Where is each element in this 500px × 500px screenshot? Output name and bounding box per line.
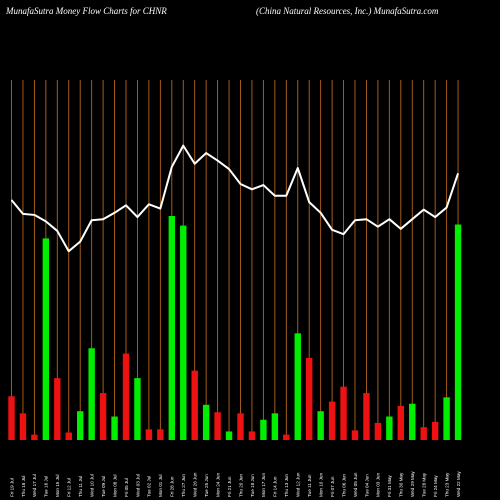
x-tick-label: Thu 13 Jun xyxy=(284,474,289,497)
money-flow-bar xyxy=(340,386,347,440)
price-line-group xyxy=(10,144,459,253)
x-tick-label: Fri 21 Jun xyxy=(227,476,232,497)
chart-subtitle: (China Natural Resources, Inc.) MunafaSu… xyxy=(256,6,439,16)
x-tick-label: Mon 08 Jul xyxy=(112,475,117,497)
x-tick-label: Mon 10 Jun xyxy=(318,473,323,497)
x-tick-label: Wed 29 May xyxy=(410,471,415,497)
money-flow-bar xyxy=(77,411,84,440)
x-tick-label: Fri 12 Jul xyxy=(67,478,72,497)
x-tick-label: Thu 30 May xyxy=(399,472,404,497)
x-tick-label: Tue 16 Jul xyxy=(44,476,49,497)
money-flow-bar xyxy=(225,431,233,440)
money-flow-bar xyxy=(191,370,198,440)
money-flow-bar xyxy=(31,434,38,440)
x-tick-label: Fri 14 Jun xyxy=(273,476,278,497)
money-flow-bar xyxy=(260,419,267,440)
money-flow-bar xyxy=(454,224,462,440)
money-flow-bar xyxy=(409,403,416,440)
money-flow-bar xyxy=(168,216,175,440)
money-flow-bar xyxy=(328,401,336,440)
money-flow-bar xyxy=(54,378,61,440)
x-tick-label: Thu 27 Jun xyxy=(181,474,186,497)
x-tick-label: Thu 20 Jun xyxy=(238,474,243,497)
chart-title: MunafaSutra Money Flow Charts for CHNR xyxy=(6,6,167,16)
money-flow-bar xyxy=(88,348,95,440)
money-flow-bars xyxy=(8,216,462,440)
price-line xyxy=(10,144,459,253)
x-tick-label: Wed 26 Jun xyxy=(193,472,198,497)
x-tick-label: Wed 12 Jun xyxy=(296,472,301,497)
money-flow-bar xyxy=(294,333,301,440)
money-flow-bar xyxy=(420,427,427,440)
money-flow-bar xyxy=(202,404,210,440)
money-flow-bar xyxy=(386,416,393,440)
x-tick-label: Tue 25 Jun xyxy=(204,474,209,497)
x-tick-label: Thu 18 Jul xyxy=(21,476,26,497)
x-tick-label: Tue 11 Jun xyxy=(307,474,312,497)
money-flow-bar xyxy=(111,416,118,440)
x-tick-label: Tue 02 Jul xyxy=(147,476,152,497)
money-flow-bar xyxy=(8,396,15,440)
money-flow-bar xyxy=(397,405,404,440)
money-flow-bar xyxy=(157,429,164,440)
x-tick-label: Wed 22 May xyxy=(456,471,461,497)
money-flow-bar xyxy=(134,378,141,440)
money-flow-bar xyxy=(214,412,221,440)
money-flow-bar xyxy=(431,421,439,440)
x-tick-label: Tue 09 Jul xyxy=(101,476,106,497)
x-tick-label: Mon 17 Jun xyxy=(261,473,266,497)
money-flow-bar xyxy=(317,411,324,440)
x-tick-label: Wed 10 Jul xyxy=(89,474,94,497)
money-flow-bar xyxy=(306,357,313,440)
x-tick-label: Fri 07 Jun xyxy=(330,476,335,497)
money-flow-bar xyxy=(443,397,450,440)
x-tick-label: Fri 31 May xyxy=(387,475,392,497)
money-flow-bar xyxy=(65,432,72,440)
x-tick-label: Mon 03 Jun xyxy=(376,473,381,497)
x-tick-label: Tue 28 May xyxy=(422,472,427,497)
x-tick-label: Mon 24 Jun xyxy=(215,473,220,497)
money-flow-bar xyxy=(374,422,382,440)
x-tick-label: Wed 03 Jul xyxy=(135,474,140,497)
x-tick-label: Thu 06 Jun xyxy=(341,474,346,497)
money-flow-bar xyxy=(237,413,244,440)
money-flow-bar xyxy=(248,431,256,440)
money-flow-bar xyxy=(99,393,107,440)
money-flow-bar xyxy=(363,393,370,440)
x-tick-label: Thu 11 Jul xyxy=(78,476,83,497)
x-tick-label: Fri 28 Jun xyxy=(170,476,175,497)
x-tick-label: Wed 17 Jul xyxy=(32,474,37,497)
x-tick-label: Tue 18 Jun xyxy=(250,474,255,497)
money-flow-bar xyxy=(351,430,359,440)
money-flow-bar xyxy=(283,434,290,440)
x-axis-labels: Fri 19 Jul Thu 18 Jul Wed 17 Jul Tue 16 Jul… xyxy=(9,471,461,497)
x-tick-label: Mon 01 Jul xyxy=(158,475,163,497)
money-flow-bar xyxy=(271,413,279,440)
money-flow-bar xyxy=(19,413,27,440)
x-tick-label: Fri 19 Jul xyxy=(9,478,14,497)
x-tick-label: Wed 05 Jun xyxy=(353,472,358,497)
money-flow-bar xyxy=(42,238,50,440)
grid-lines xyxy=(11,80,459,440)
money-flow-bar xyxy=(180,225,187,440)
x-tick-label: Fri 05 Jul xyxy=(124,478,129,497)
x-tick-label: Tue 04 Jun xyxy=(364,474,369,497)
money-flow-bar xyxy=(122,353,130,440)
x-tick-label: Fri 24 May xyxy=(433,475,438,497)
x-tick-label: Thu 23 May xyxy=(444,472,449,497)
money-flow-bar xyxy=(145,429,153,440)
x-tick-label: Mon 15 Jul xyxy=(55,475,60,497)
